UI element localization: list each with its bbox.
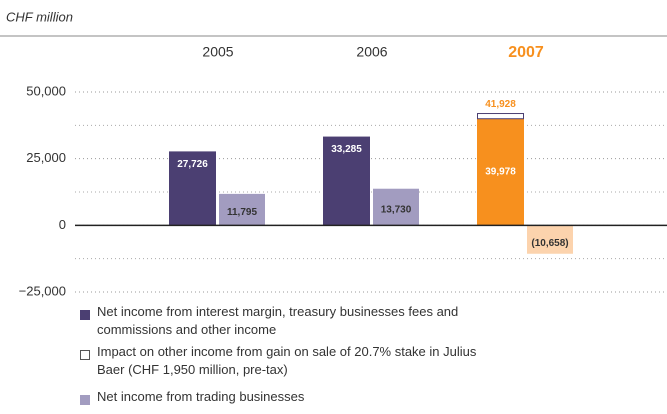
chart-title: CHF million (6, 9, 73, 24)
x-tick-label: 2005 (202, 44, 233, 60)
legend-swatch (80, 350, 90, 360)
bar (477, 113, 524, 120)
x-tick-label: 2006 (356, 44, 387, 60)
value-label: (10,658) (531, 238, 568, 249)
legend-label: Net income from trading businesses (97, 389, 305, 404)
bar (169, 151, 216, 226)
annotation: 41,928 (485, 99, 516, 110)
x-tick-label: 2007 (508, 44, 544, 61)
bar (477, 118, 524, 226)
value-label: 11,795 (227, 207, 257, 218)
legend-label: Impact on other income from gain on sale… (97, 344, 477, 377)
legend-label: Net income from interest margin, treasur… (97, 304, 459, 337)
bar (323, 136, 370, 226)
y-tick-label: 25,000 (26, 150, 66, 165)
bar (527, 225, 573, 254)
legend-swatch (80, 395, 90, 405)
legend-swatch (80, 310, 90, 320)
value-label: 13,730 (381, 205, 412, 216)
value-label: 33,285 (331, 144, 362, 155)
bar (373, 188, 419, 226)
value-label: 39,978 (485, 167, 516, 178)
y-tick-label: −25,000 (19, 283, 66, 298)
value-label: 27,726 (177, 159, 208, 170)
y-tick-label: 50,000 (26, 83, 66, 98)
bar (219, 193, 265, 226)
y-tick-label: 0 (59, 217, 66, 232)
